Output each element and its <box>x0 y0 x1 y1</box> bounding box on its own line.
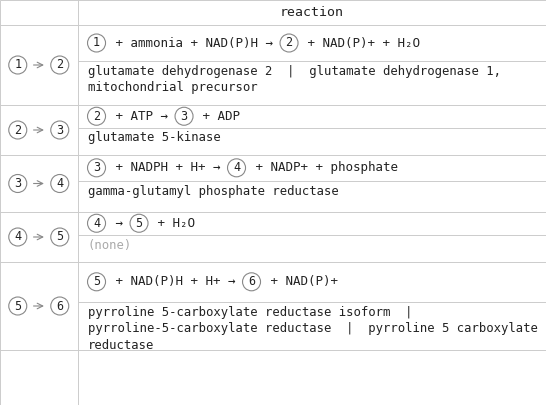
Text: + NADP+ + phosphate: + NADP+ + phosphate <box>247 161 397 174</box>
Text: 3: 3 <box>14 177 21 190</box>
Text: + ADP: + ADP <box>195 110 240 123</box>
Text: 2: 2 <box>93 110 100 123</box>
Text: 4: 4 <box>14 230 21 243</box>
Text: + NADPH + H+ →: + NADPH + H+ → <box>108 161 228 174</box>
Text: 2: 2 <box>286 36 293 49</box>
Text: 5: 5 <box>93 275 100 288</box>
Text: + ATP →: + ATP → <box>108 110 175 123</box>
Text: gamma-glutamyl phosphate reductase: gamma-glutamyl phosphate reductase <box>87 185 339 198</box>
Text: 2: 2 <box>14 124 21 136</box>
Text: glutamate dehydrogenase 2  |  glutamate dehydrogenase 1,
mitochondrial precursor: glutamate dehydrogenase 2 | glutamate de… <box>87 65 501 94</box>
Text: 5: 5 <box>56 230 63 243</box>
Text: reaction: reaction <box>280 6 344 19</box>
Text: 6: 6 <box>56 300 63 313</box>
Text: 4: 4 <box>233 161 240 174</box>
Text: →: → <box>108 217 130 230</box>
Text: + NAD(P)+: + NAD(P)+ <box>263 275 337 288</box>
Text: 2: 2 <box>56 58 63 72</box>
Text: 3: 3 <box>93 161 100 174</box>
Text: 6: 6 <box>248 275 255 288</box>
Text: (none): (none) <box>87 239 132 252</box>
Text: glutamate 5-kinase: glutamate 5-kinase <box>87 132 220 145</box>
Text: 1: 1 <box>93 36 100 49</box>
Text: + NAD(P)+ + H₂O: + NAD(P)+ + H₂O <box>300 36 420 49</box>
Text: + H₂O: + H₂O <box>150 217 195 230</box>
Text: 3: 3 <box>56 124 63 136</box>
Text: pyrroline 5-carboxylate reductase isoform  |
pyrroline-5-carboxylate reductase  : pyrroline 5-carboxylate reductase isofor… <box>87 306 537 352</box>
Text: 4: 4 <box>56 177 63 190</box>
Text: 5: 5 <box>135 217 143 230</box>
Text: 3: 3 <box>181 110 188 123</box>
Text: 4: 4 <box>93 217 100 230</box>
Text: 5: 5 <box>14 300 21 313</box>
Text: 1: 1 <box>14 58 21 72</box>
Text: + NAD(P)H + H+ →: + NAD(P)H + H+ → <box>108 275 242 288</box>
Text: + ammonia + NAD(P)H →: + ammonia + NAD(P)H → <box>108 36 280 49</box>
